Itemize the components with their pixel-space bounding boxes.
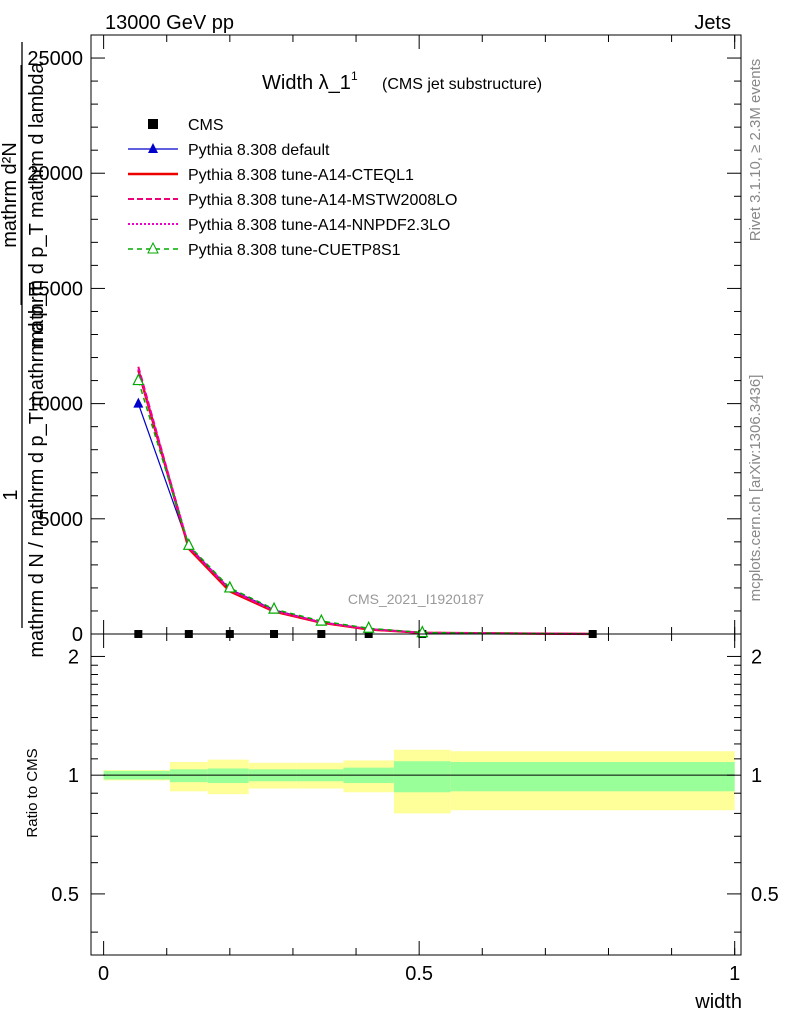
legend-entry-label: Pythia 8.308 tune-A14-MSTW2008LO <box>188 192 457 209</box>
legend-swatch-cms <box>148 119 158 129</box>
y-label-denominator: mathrm d N / mathrm d p_T mathrm d p_T <box>26 282 48 657</box>
ratio-stat-band <box>450 761 735 792</box>
x-axis-label: width <box>694 991 742 1013</box>
cuetp8s1-marker <box>268 601 280 614</box>
ratio-stat-band <box>393 761 451 793</box>
ratio-y-tick-labels: 0.5 0.5 1 1 2 2 <box>51 646 779 905</box>
y-label-one: 1 <box>0 489 22 500</box>
ratio-y-tick-label-right: 1 <box>751 765 762 787</box>
mcplots-label: mcplots.cern.ch [arXiv:1306.3436] <box>747 375 764 602</box>
ratio-x-tick-labels: 0 0.5 1 <box>98 963 740 985</box>
ratio-y-tick-label-right: 2 <box>751 646 762 668</box>
legend-entry-label: Pythia 8.308 tune-A14-NNPDF2.3LO <box>188 217 450 234</box>
rivet-label: Rivet 3.1.10, ≥ 2.3M events <box>747 59 764 242</box>
main-y-tick-label: 10000 <box>27 394 83 416</box>
cuetp8s1-marker <box>182 537 195 550</box>
legend-entry-label: CMS <box>188 117 224 134</box>
x-tick-label: 0.5 <box>405 963 433 985</box>
legend-marker-open-triangle <box>147 241 159 254</box>
legend: CMS Pythia 8.308 default Pythia 8.308 tune… <box>128 117 457 259</box>
category-label: Jets <box>694 12 731 34</box>
ratio-y-tick-label-right: 0.5 <box>751 884 779 906</box>
legend-entry-label: Pythia 8.308 tune-A14-CTEQL1 <box>188 167 414 184</box>
chart-title-main: Width λ_1 <box>262 72 351 94</box>
main-y-tick-label: 0 <box>72 624 83 646</box>
main-y-tick-label: 15000 <box>27 278 83 300</box>
y-label-numerator-2: mathrm d p_T mathrm d lambda <box>26 61 48 347</box>
main-y-tick-label: 25000 <box>27 48 83 70</box>
ratio-y-tick-label: 0.5 <box>51 884 79 906</box>
cuetp8s1-marker <box>223 580 236 593</box>
ratio-y-tick-label: 2 <box>68 646 79 668</box>
ratio-y-tick-label: 1 <box>68 765 79 787</box>
x-tick-label: 0 <box>98 963 109 985</box>
chart-title-sup: 1 <box>351 69 358 83</box>
cuetp8s1-marker <box>315 613 328 626</box>
series-line-5 <box>137 380 593 635</box>
main-y-tick-labels: 0 5000 10000 15000 20000 25000 <box>27 48 83 646</box>
cuetp8s1-marker <box>132 373 145 386</box>
analysis-watermark: CMS_2021_I1920187 <box>348 591 484 607</box>
chart-title: Width λ_11 <box>262 69 358 94</box>
ratio-axis-ticks <box>91 634 741 955</box>
ratio-panel-frame <box>90 633 742 956</box>
series-line-4 <box>137 368 593 635</box>
ratio-stat-band <box>169 769 208 783</box>
main-plot-area <box>132 366 597 638</box>
chart-subtitle: (CMS jet substructure) <box>382 76 542 93</box>
ratio-bands <box>103 749 735 814</box>
default-marker <box>133 397 144 408</box>
legend-marker-triangle <box>148 143 158 153</box>
energy-label: 13000 GeV pp <box>105 12 234 34</box>
main-y-label: 1 mathrm d²N mathrm d p_T mathrm d lambd… <box>0 42 48 658</box>
ratio-y-label: Ratio to CMS <box>24 748 41 837</box>
y-label-numerator: mathrm d²N <box>0 142 21 248</box>
main-y-tick-label: 5000 <box>39 509 84 531</box>
legend-entry-label: Pythia 8.308 tune-CUETP8S1 <box>188 242 401 259</box>
main-y-tick-label: 20000 <box>27 163 83 185</box>
legend-entry-label: Pythia 8.308 default <box>188 142 330 159</box>
cuetp8s1-marker <box>362 620 375 633</box>
main-axis-ticks <box>91 34 741 635</box>
ratio-stat-band <box>207 768 249 784</box>
x-tick-label: 1 <box>729 963 740 985</box>
